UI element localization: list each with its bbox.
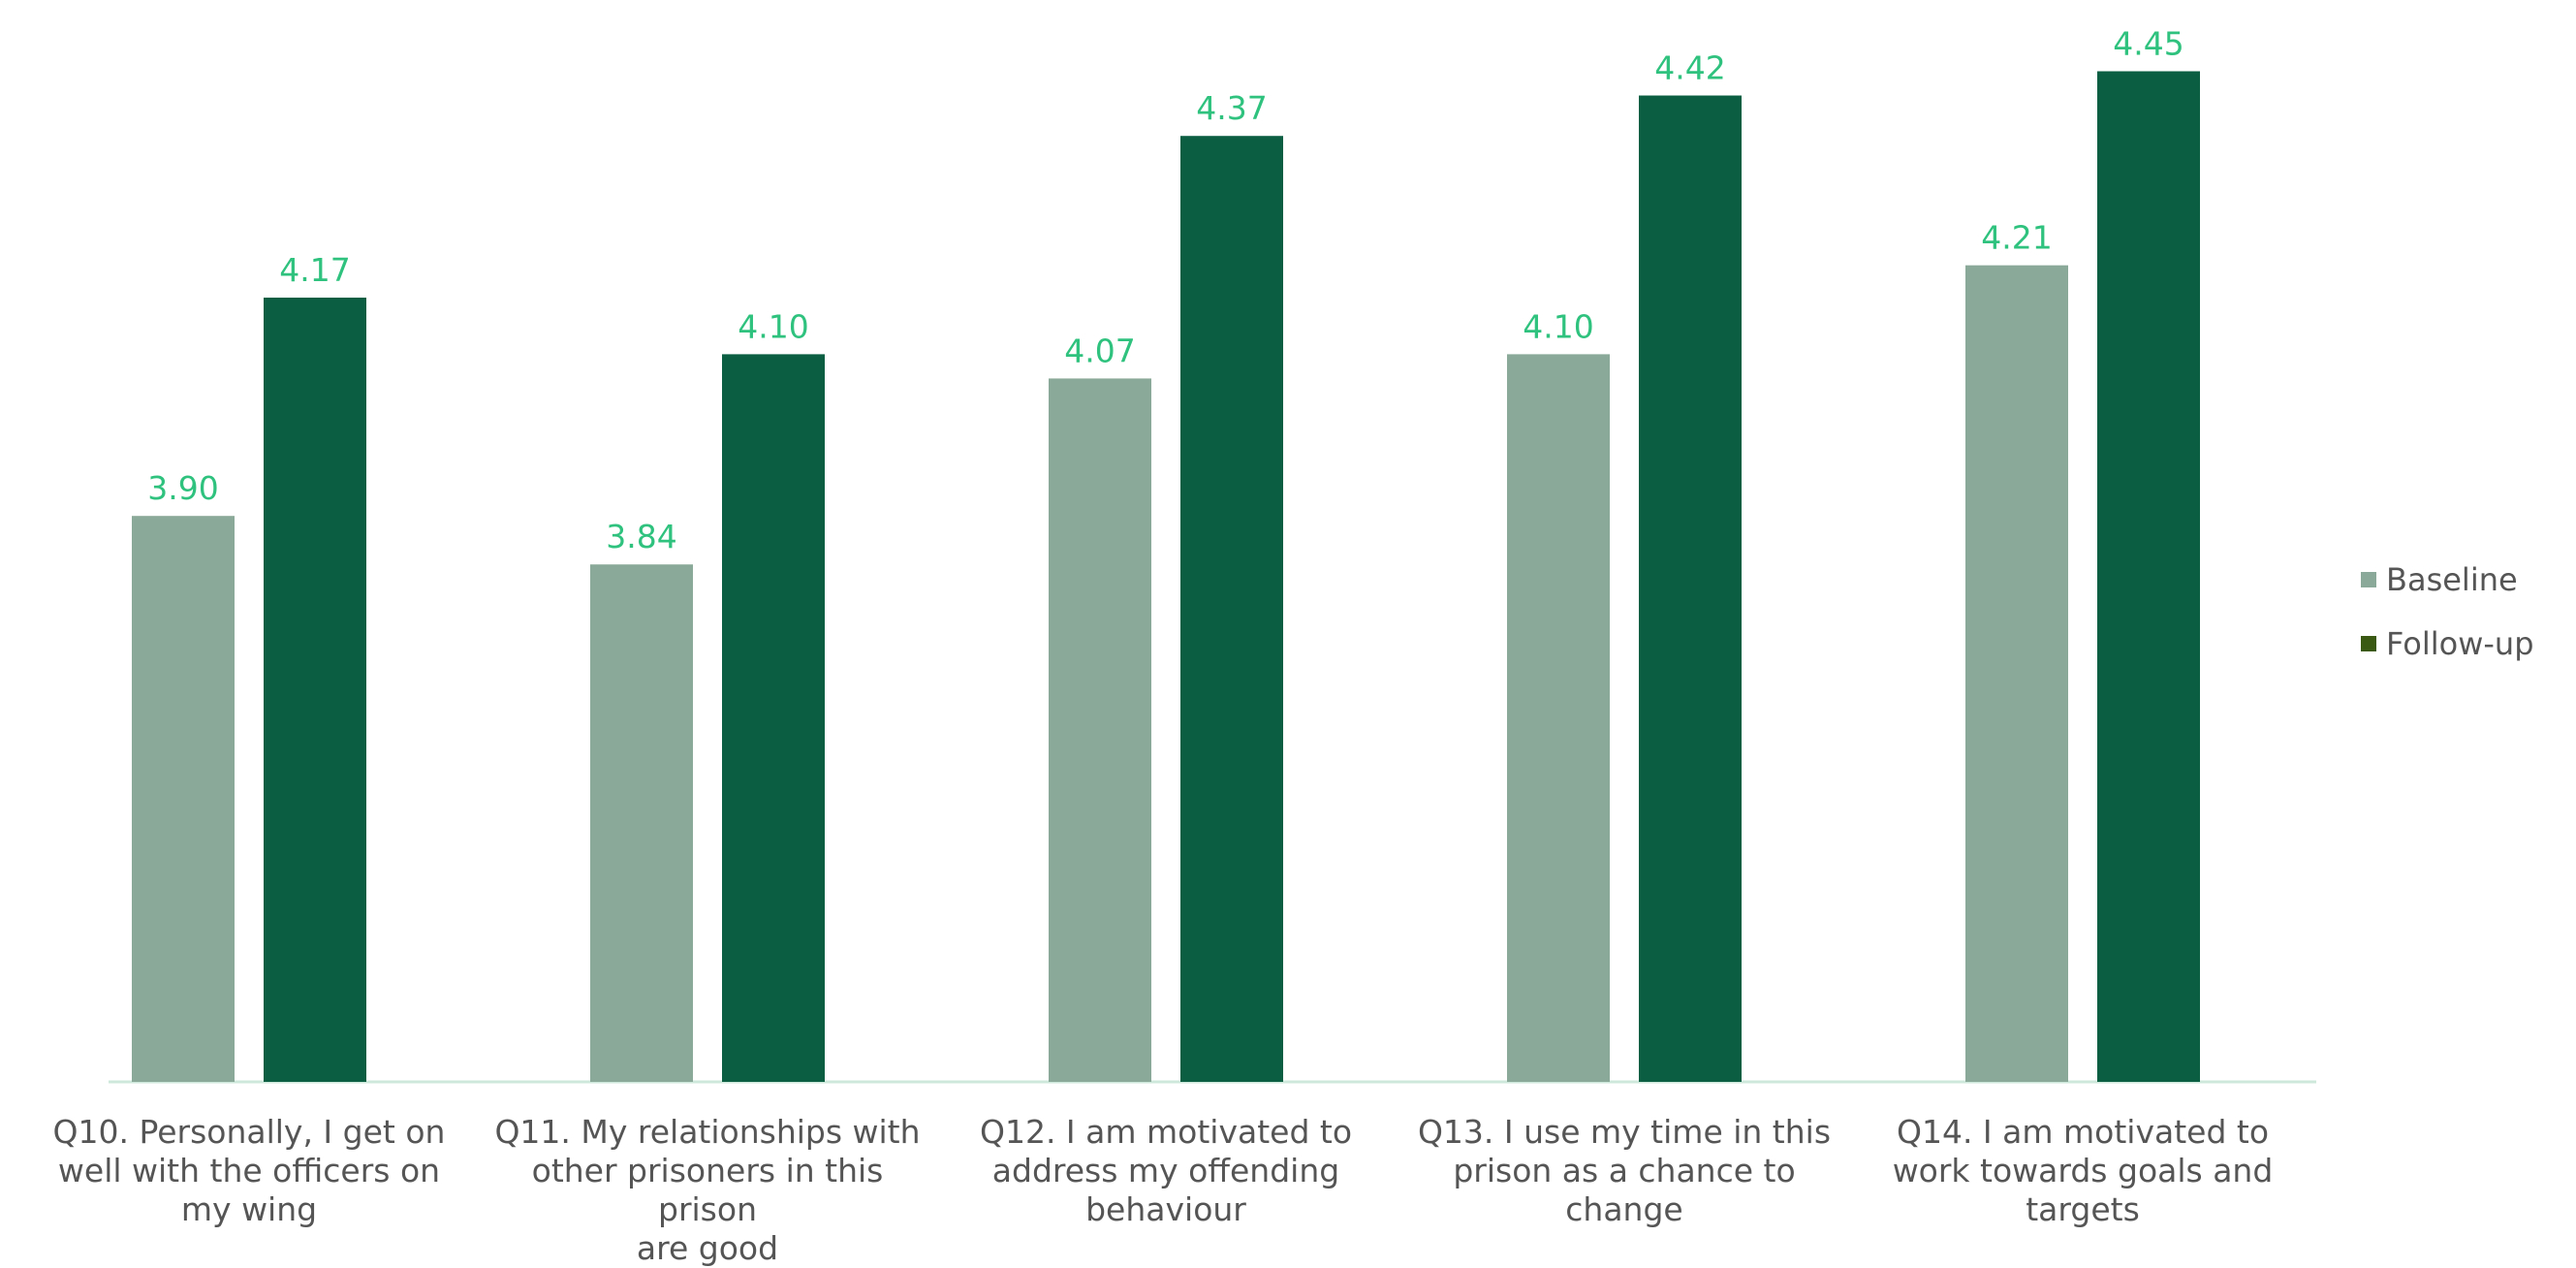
value-label-follow-up-q13: 4.42 <box>1654 49 1725 87</box>
bar-chart: 3.90 4.17 3.84 4.10 4.07 4.37 4.10 4.42 4.21 4.45 <box>109 25 2316 1084</box>
category-label-line: Q12. I am motivated to <box>979 1113 1353 1151</box>
bar-follow-up-q13 <box>1639 95 1742 1082</box>
value-label-baseline-q10: 3.90 <box>147 469 218 507</box>
legend-item-follow-up: Follow-up <box>2361 624 2534 663</box>
bar-follow-up-q14 <box>2097 71 2200 1082</box>
category-label-line: Q14. I am motivated to <box>1896 1113 2270 1151</box>
legend: Baseline Follow-up <box>2361 560 2534 688</box>
value-label-baseline-q14: 4.21 <box>1981 219 2052 257</box>
category-label-line: behaviour <box>1085 1190 1246 1228</box>
category-label-line: my wing <box>180 1190 318 1228</box>
value-label-follow-up-q10: 4.17 <box>279 251 350 289</box>
category-label-q13: Q13. I use my time in this prison as a ch… <box>1397 1113 1852 1229</box>
category-label-q11: Q11. My relationships with other prisoner… <box>480 1113 935 1268</box>
category-label-line: targets <box>2026 1190 2140 1228</box>
bar-baseline-q13 <box>1507 354 1610 1082</box>
value-label-follow-up-q11: 4.10 <box>738 307 808 345</box>
category-label-line: prison as a chance to <box>1453 1152 1796 1189</box>
value-label-follow-up-q12: 4.37 <box>1196 89 1267 127</box>
category-label-line: Q11. My relationships with <box>494 1113 921 1151</box>
bar-follow-up-q11 <box>722 354 825 1082</box>
bar-follow-up-q12 <box>1180 136 1283 1083</box>
category-label-q14: Q14. I am motivated to work towards goals… <box>1855 1113 2310 1229</box>
value-label-baseline-q12: 4.07 <box>1064 332 1135 369</box>
category-label-q12: Q12. I am motivated to address my offendi… <box>938 1113 1394 1229</box>
value-label-follow-up-q14: 4.45 <box>2113 25 2183 63</box>
value-label-baseline-q13: 4.10 <box>1523 307 1593 345</box>
legend-item-baseline: Baseline <box>2361 560 2534 599</box>
category-label-q10: Q10. Personally, I get on well with the o… <box>21 1113 477 1229</box>
category-label-line: work towards goals and <box>1892 1152 2274 1189</box>
bar-baseline-q12 <box>1049 378 1151 1082</box>
bar-follow-up-q10 <box>264 298 366 1082</box>
category-label-line: Q13. I use my time in this <box>1417 1113 1832 1151</box>
value-label-baseline-q11: 3.84 <box>606 518 676 555</box>
legend-swatch-baseline <box>2361 572 2376 587</box>
bar-baseline-q11 <box>590 564 693 1082</box>
category-label-line: well with the officers on <box>57 1152 441 1189</box>
bar-baseline-q10 <box>132 516 235 1082</box>
legend-swatch-follow-up <box>2361 636 2376 651</box>
legend-label-follow-up: Follow-up <box>2386 625 2534 662</box>
legend-label-baseline: Baseline <box>2386 561 2518 598</box>
category-label-line: other prisoners in this prison <box>531 1152 884 1228</box>
category-label-line: change <box>1565 1190 1683 1228</box>
category-label-line: address my offending <box>991 1152 1340 1189</box>
category-label-line: are good <box>636 1229 779 1267</box>
category-label-line: Q10. Personally, I get on <box>52 1113 446 1151</box>
bar-baseline-q14 <box>1965 265 2068 1082</box>
